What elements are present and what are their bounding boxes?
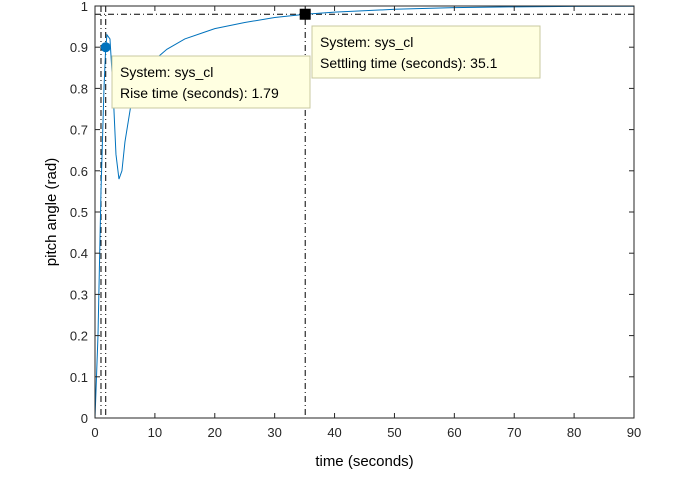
x-tick-label: 70 <box>507 425 521 440</box>
settling-time-datatip-box <box>311 25 541 79</box>
settling-time-datatip-line2: Settling time (seconds): 35.1 <box>320 55 498 71</box>
y-tick-label: 0.3 <box>70 287 88 302</box>
y-tick-label: 0.8 <box>70 81 88 96</box>
y-tick-label: 0.6 <box>70 164 88 179</box>
x-tick-label: 60 <box>447 425 461 440</box>
y-tick-label: 1 <box>81 0 88 14</box>
y-tick-label: 0.7 <box>70 123 88 138</box>
settling-time-datatip-line1: System: sys_cl <box>320 34 413 50</box>
y-tick-label: 0 <box>81 411 88 426</box>
rise-time-datatip-line1: System: sys_cl <box>120 64 213 80</box>
y-tick-label: 0.9 <box>70 40 88 55</box>
x-tick-label: 50 <box>387 425 401 440</box>
y-tick-label: 0.2 <box>70 329 88 344</box>
y-tick-label: 0.1 <box>70 370 88 385</box>
x-axis-label: time (seconds) <box>315 453 413 470</box>
y-axis-label: pitch angle (rad) <box>43 158 60 266</box>
settling-time-datatip: System: sys_cl Settling time (seconds): 3… <box>311 25 541 79</box>
x-tick-label: 20 <box>208 425 222 440</box>
ticks-layer: 0 10 20 30 40 50 60 70 80 90 0 0.1 0.2 0.3 0.4 0.5 0.6 0.… <box>70 0 641 440</box>
x-tick-label: 40 <box>327 425 341 440</box>
y-tick-label: 0.5 <box>70 205 88 220</box>
rise-time-marker <box>100 42 111 53</box>
x-tick-label: 80 <box>567 425 581 440</box>
rise-time-datatip: System: sys_cl Rise time (seconds): 1.79 <box>111 55 311 109</box>
x-tick-label: 90 <box>627 425 641 440</box>
settling-time-marker <box>299 8 311 20</box>
y-tick-label: 0.4 <box>70 246 88 261</box>
rise-time-datatip-box <box>111 55 311 109</box>
x-tick-label: 30 <box>267 425 281 440</box>
x-tick-label: 0 <box>91 425 98 440</box>
rise-time-datatip-line2: Rise time (seconds): 1.79 <box>120 85 279 101</box>
x-tick-label: 10 <box>148 425 162 440</box>
